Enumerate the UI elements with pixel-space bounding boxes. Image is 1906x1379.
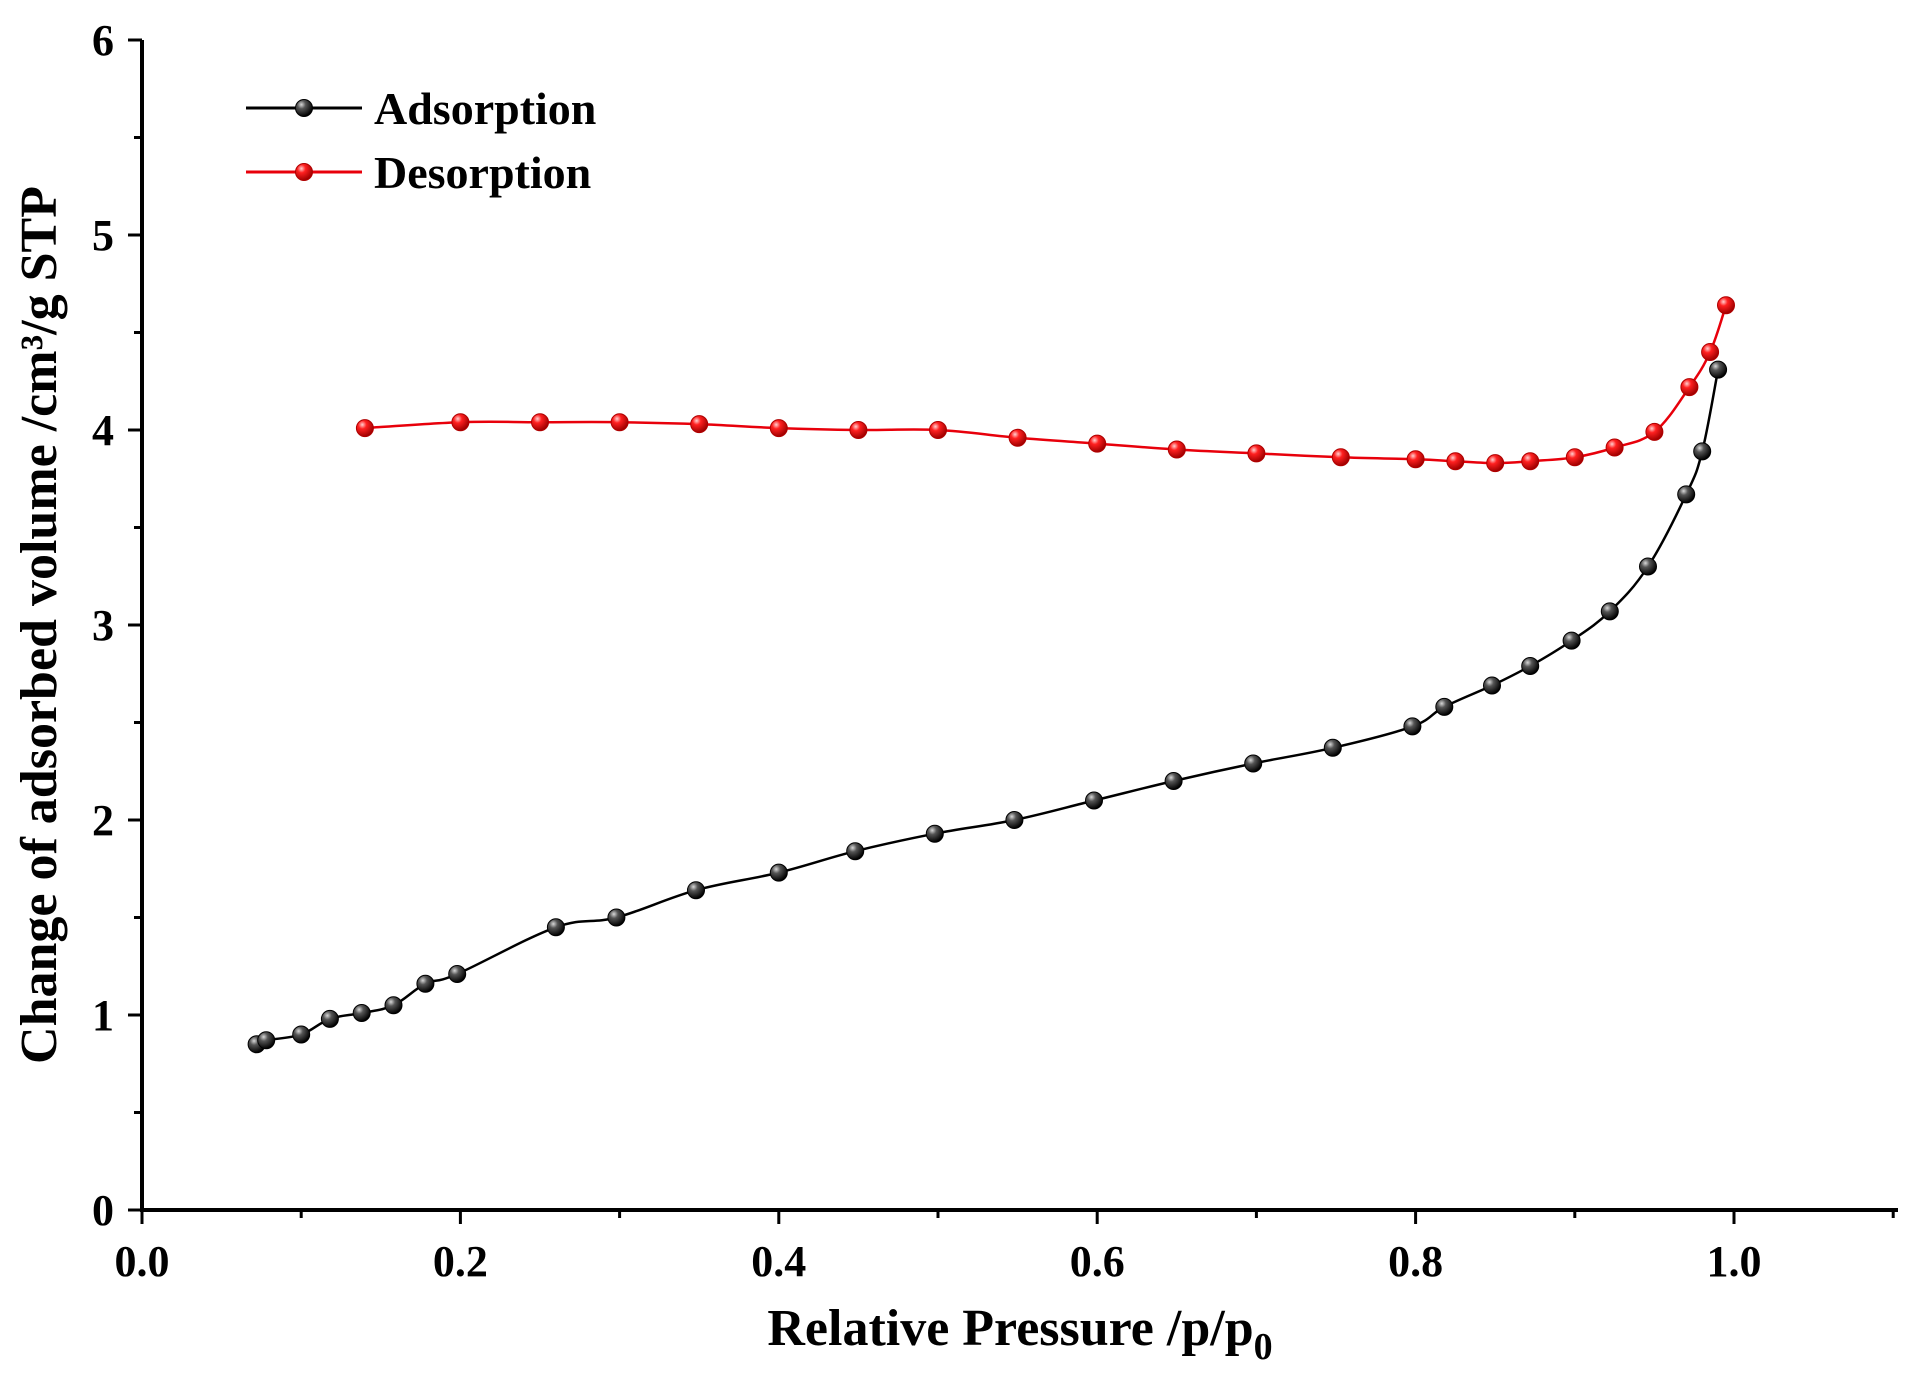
desorption-point bbox=[1486, 454, 1505, 473]
adsorption-point bbox=[769, 863, 788, 882]
x-tick-label: 0.8 bbox=[1388, 1237, 1443, 1286]
y-tick-label: 4 bbox=[92, 406, 114, 455]
x-ticks: 0.0 0.2 0.4 0.6 0.8 1.0 bbox=[115, 1210, 1895, 1286]
desorption-point bbox=[1247, 444, 1266, 463]
desorption-point bbox=[531, 413, 549, 432]
adsorption-point bbox=[1483, 676, 1501, 695]
y-tick-label: 3 bbox=[92, 601, 114, 650]
y-tick-label: 5 bbox=[92, 211, 114, 260]
legend-desorption-label: Desorption bbox=[374, 147, 591, 198]
desorption-point bbox=[1521, 452, 1540, 471]
y-tick-label: 2 bbox=[92, 796, 114, 845]
desorption-point bbox=[451, 413, 470, 432]
desorption-point bbox=[1717, 296, 1735, 315]
series-adsorption bbox=[247, 360, 1728, 1054]
desorption-point bbox=[690, 415, 709, 434]
y-ticks: 0 1 2 3 4 5 6 bbox=[92, 16, 142, 1235]
x-tick-label: 0.2 bbox=[433, 1237, 488, 1286]
legend-desorption-marker bbox=[295, 163, 313, 181]
x-tick-label: 0.6 bbox=[1070, 1237, 1125, 1286]
adsorption-point bbox=[1677, 485, 1696, 504]
legend-adsorption-marker bbox=[295, 99, 313, 117]
adsorption-point bbox=[1600, 602, 1619, 621]
desorption-point bbox=[1565, 448, 1584, 467]
desorption-point bbox=[1331, 448, 1350, 467]
adsorption-point bbox=[1244, 754, 1263, 773]
adsorption-point bbox=[1403, 717, 1422, 736]
desorption-point bbox=[769, 419, 788, 438]
adsorption-point bbox=[1709, 360, 1728, 379]
desorption-point bbox=[1645, 422, 1664, 441]
desorption-point bbox=[355, 419, 374, 438]
adsorption-point bbox=[416, 974, 435, 993]
axes bbox=[140, 40, 1898, 1212]
adsorption-point bbox=[1562, 631, 1581, 650]
x-axis-title-subscript: 0 bbox=[1254, 1326, 1273, 1368]
adsorption-point bbox=[1435, 697, 1454, 716]
x-axis-title-main: Relative Pressure /p/p bbox=[767, 1300, 1253, 1357]
adsorption-point bbox=[1164, 772, 1183, 790]
desorption-point bbox=[1167, 440, 1186, 459]
desorption-point bbox=[849, 421, 868, 439]
adsorption-point bbox=[384, 996, 403, 1015]
adsorption-point bbox=[1639, 557, 1657, 576]
y-tick-label: 1 bbox=[92, 991, 114, 1040]
desorption-point bbox=[610, 413, 629, 432]
desorption-point bbox=[1680, 378, 1699, 397]
adsorption-point bbox=[687, 881, 705, 900]
adsorption-point bbox=[846, 842, 865, 861]
y-tick-label: 6 bbox=[92, 16, 114, 65]
x-axis-title: Relative Pressure /p/p0 bbox=[767, 1300, 1272, 1368]
y-axis-title: Change of adsorbed volume /cm³/g STP bbox=[11, 186, 68, 1064]
legend-adsorption-label: Adsorption bbox=[374, 83, 596, 134]
series-layer bbox=[247, 296, 1735, 1054]
adsorption-point bbox=[1323, 738, 1342, 757]
adsorption-point bbox=[1521, 657, 1540, 675]
series-desorption bbox=[355, 296, 1735, 473]
x-tick-label: 0.4 bbox=[751, 1237, 806, 1286]
adsorption-point bbox=[925, 824, 944, 843]
desorption-point bbox=[1701, 343, 1720, 361]
desorption-point bbox=[1406, 450, 1425, 469]
y-tick-label: 0 bbox=[92, 1186, 114, 1235]
desorption-point bbox=[1088, 434, 1107, 453]
adsorption-point bbox=[320, 1009, 339, 1028]
adsorption-point bbox=[1085, 791, 1103, 810]
adsorption-point bbox=[448, 965, 467, 983]
desorption-point bbox=[1446, 452, 1465, 471]
adsorption-point bbox=[546, 918, 565, 937]
desorption-line bbox=[364, 304, 1728, 465]
adsorption-point bbox=[292, 1025, 311, 1044]
desorption-point bbox=[1605, 438, 1624, 457]
x-tick-label: 1.0 bbox=[1707, 1237, 1762, 1286]
desorption-point bbox=[929, 421, 947, 439]
desorption-point bbox=[1008, 428, 1027, 447]
x-tick-label: 0.0 bbox=[115, 1237, 170, 1286]
adsorption-point bbox=[1693, 442, 1712, 461]
legend: Adsorption Desorption bbox=[246, 83, 596, 198]
adsorption-point bbox=[1005, 811, 1024, 829]
adsorption-point bbox=[257, 1031, 276, 1050]
adsorption-point bbox=[607, 908, 626, 927]
adsorption-point bbox=[352, 1004, 371, 1022]
